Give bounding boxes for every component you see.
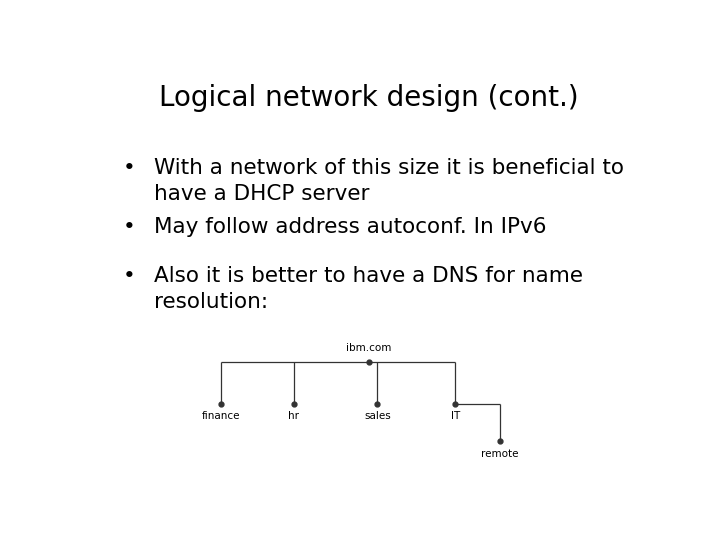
Text: Also it is better to have a DNS for name
resolution:: Also it is better to have a DNS for name…: [154, 266, 583, 312]
Text: May follow address autoconf. In IPv6: May follow address autoconf. In IPv6: [154, 217, 546, 237]
Text: ibm.com: ibm.com: [346, 343, 392, 353]
Text: With a network of this size it is beneficial to
have a DHCP server: With a network of this size it is benefi…: [154, 158, 624, 204]
Text: remote: remote: [482, 449, 519, 458]
Text: •: •: [122, 266, 135, 286]
Text: sales: sales: [364, 411, 391, 421]
Text: finance: finance: [202, 411, 240, 421]
Text: •: •: [122, 217, 135, 237]
Text: Logical network design (cont.): Logical network design (cont.): [159, 84, 579, 112]
Text: IT: IT: [451, 411, 460, 421]
Text: hr: hr: [288, 411, 300, 421]
Text: •: •: [122, 158, 135, 178]
